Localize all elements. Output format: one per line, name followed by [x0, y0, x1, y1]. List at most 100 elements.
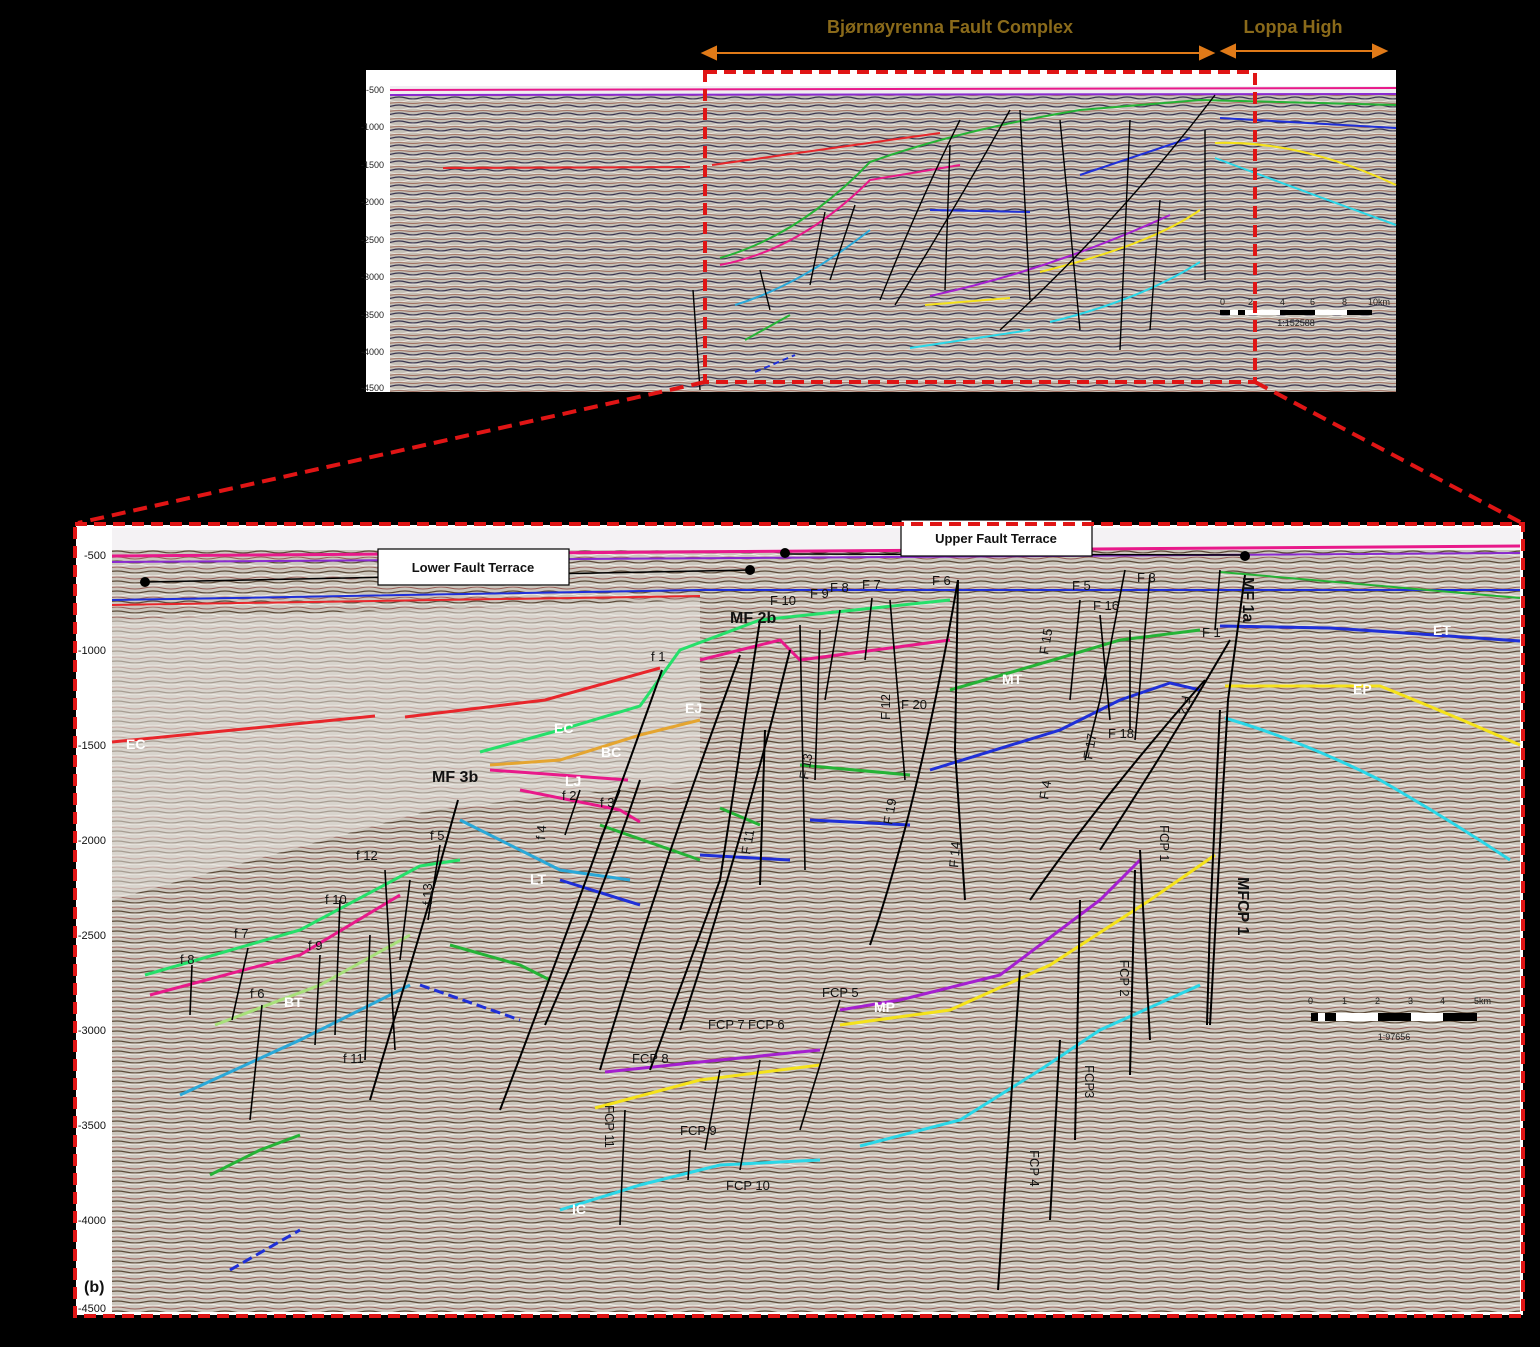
- horizon-green-deepest: [209, 1133, 301, 1177]
- horizon-LJ: [519, 788, 641, 824]
- horizon-BT: [214, 933, 411, 1027]
- bottom-tick-2000: -2000: [78, 835, 106, 847]
- label-LJ: LJ: [565, 773, 581, 789]
- horizon-yellow-deep: [594, 853, 1216, 1110]
- horizon-green-mid: [599, 763, 911, 862]
- horizon-MP: [604, 858, 1142, 1074]
- label-MFCP-1: MFCP 1: [1234, 877, 1251, 935]
- upper-terrace-text: Upper Fault Terrace: [935, 531, 1057, 546]
- top-tick-3500: -3500: [361, 310, 384, 320]
- label-BT: BT: [284, 994, 303, 1010]
- top-scale-bar: 0 2 4 6 8 10km 1:152588: [1220, 297, 1390, 328]
- bottom-tick-2500: -2500: [78, 930, 106, 942]
- label-F7: F 7: [862, 577, 881, 592]
- zoom-panel-border: [73, 522, 1525, 1318]
- bottom-tick-1500: -1500: [78, 740, 106, 752]
- top-tick-2500: -2500: [361, 235, 384, 245]
- label-F12: F 12: [878, 694, 893, 720]
- bottom-depth-axis: -500 -1000 -1500 -2000 -2500 -3000 -3500…: [78, 550, 106, 1315]
- label-FCP7: FCP 7: [708, 1017, 745, 1032]
- label-F4: F 4: [1036, 779, 1054, 800]
- label-FCP6: FCP 6: [748, 1017, 785, 1032]
- label-F8: F 8: [830, 580, 849, 595]
- label-FCP2: FCP 2: [1117, 960, 1132, 997]
- horizon-MT: [949, 628, 1201, 692]
- label-f3: f 3: [600, 795, 614, 810]
- horizon-labels: ET EP MT EC EC EJ BC LJ LT BT MP IC: [126, 622, 1451, 1217]
- horizon-IC: [559, 983, 1201, 1212]
- label-FCP4: FCP 4: [1027, 1150, 1042, 1187]
- top-seismic-image: [390, 86, 1396, 392]
- top-tick-4500: -4500: [361, 383, 384, 393]
- faults: [189, 569, 1246, 1291]
- fcp-fault-labels: FCP 5 FCP 7 FCP 6 FCP 8 FCP 9 FCP 10 FCP…: [602, 825, 1172, 1193]
- label-f1: f 1: [651, 649, 665, 664]
- top-tick-4000: -4000: [361, 347, 384, 357]
- label-LT: LT: [530, 871, 547, 887]
- zoom-connector-right: [1254, 380, 1523, 525]
- horizon-IC-right: [1224, 716, 1511, 862]
- bottom-tick-4000: -4000: [78, 1215, 106, 1227]
- label-F19: F 19: [880, 797, 899, 825]
- label-IC: IC: [572, 1201, 586, 1217]
- label-F17: F 17: [1080, 732, 1099, 760]
- label-FCP11: FCP 11: [602, 1105, 617, 1148]
- zoom-connector-left: [77, 380, 706, 525]
- label-f7: f 7: [234, 926, 248, 941]
- label-F15: F 15: [1036, 627, 1055, 655]
- label-MP: MP: [874, 999, 895, 1015]
- label-FCP8: FCP 8: [632, 1051, 669, 1066]
- label-MF-1a: MF 1a: [1239, 577, 1256, 622]
- bottom-scale-ratio: 1:97656: [1378, 1032, 1411, 1042]
- label-f10: f 10: [325, 892, 347, 907]
- label-f4: f 4: [533, 825, 549, 841]
- horizon-LT-lower: [179, 983, 411, 1097]
- top-scale-2: 2: [1248, 297, 1253, 307]
- label-EC: EC: [554, 720, 573, 736]
- seafloor-horizons: [111, 544, 1521, 606]
- horizon-EC: [111, 666, 661, 744]
- label-EC-left: EC: [126, 736, 145, 752]
- region-label-bjornoyrenna: Bjørnøyrenna Fault Complex: [827, 17, 1073, 37]
- label-f12: f 12: [356, 848, 378, 863]
- top-tick-2000: -2000: [361, 197, 384, 207]
- bottom-scale-4: 4: [1440, 996, 1445, 1006]
- horizon-MT-blue: [929, 681, 1201, 772]
- bottom-tick-1000: -1000: [78, 645, 106, 657]
- bottom-scale-0: 0: [1308, 996, 1313, 1006]
- interpreted-horizons: [111, 598, 1521, 1272]
- label-EP: EP: [1353, 681, 1372, 697]
- bottom-scale-2: 2: [1375, 996, 1380, 1006]
- label-MT: MT: [1002, 671, 1023, 687]
- zoom-extent-box: [703, 70, 1257, 384]
- label-FCP3: FCP3: [1082, 1065, 1097, 1098]
- bottom-tick-3500: -3500: [78, 1120, 106, 1132]
- label-F14: F 14: [946, 841, 963, 868]
- top-scale-4: 4: [1280, 297, 1285, 307]
- label-FCP9: FCP 9: [680, 1123, 717, 1138]
- lower-fault-labels: f 1 f 3 f 5 f 4 f 2 f 11 f 12 f 10 f 9 f…: [180, 649, 665, 1066]
- horizon-EP: [1225, 684, 1521, 747]
- panel-letter-b: (b): [84, 1279, 104, 1296]
- label-BC: BC: [601, 744, 621, 760]
- region-label-loppa-high: Loppa High: [1244, 17, 1343, 37]
- label-MF-2b: MF 2b: [730, 610, 776, 627]
- top-depth-axis: -500 -1000 -1500 -2000 -2500 -3000 -3500…: [361, 85, 384, 393]
- bottom-panel: -500 -1000 -1500 -2000 -2500 -3000 -3500…: [73, 519, 1525, 1318]
- bottom-scale-5km: 5km: [1474, 996, 1491, 1006]
- label-F3: F 3: [1137, 570, 1156, 585]
- label-FCP10: FCP 10: [726, 1178, 770, 1193]
- label-F5: F 5: [1072, 578, 1091, 593]
- top-panel: Bjørnøyrenna Fault Complex Loppa High -5…: [361, 17, 1397, 393]
- label-FCP1: FCP 1: [1157, 825, 1172, 862]
- horizon-ET: [1219, 624, 1521, 643]
- label-f11: f 11: [343, 1051, 364, 1066]
- label-F16: F 16: [1093, 598, 1119, 613]
- label-f8: f 8: [180, 952, 194, 967]
- label-F2: F 2: [1176, 694, 1194, 715]
- label-f6: f 6: [250, 986, 264, 1001]
- label-f5: f 5: [430, 828, 444, 843]
- horizon-blue-deep: [419, 983, 521, 1022]
- label-F13: F 13: [796, 752, 815, 780]
